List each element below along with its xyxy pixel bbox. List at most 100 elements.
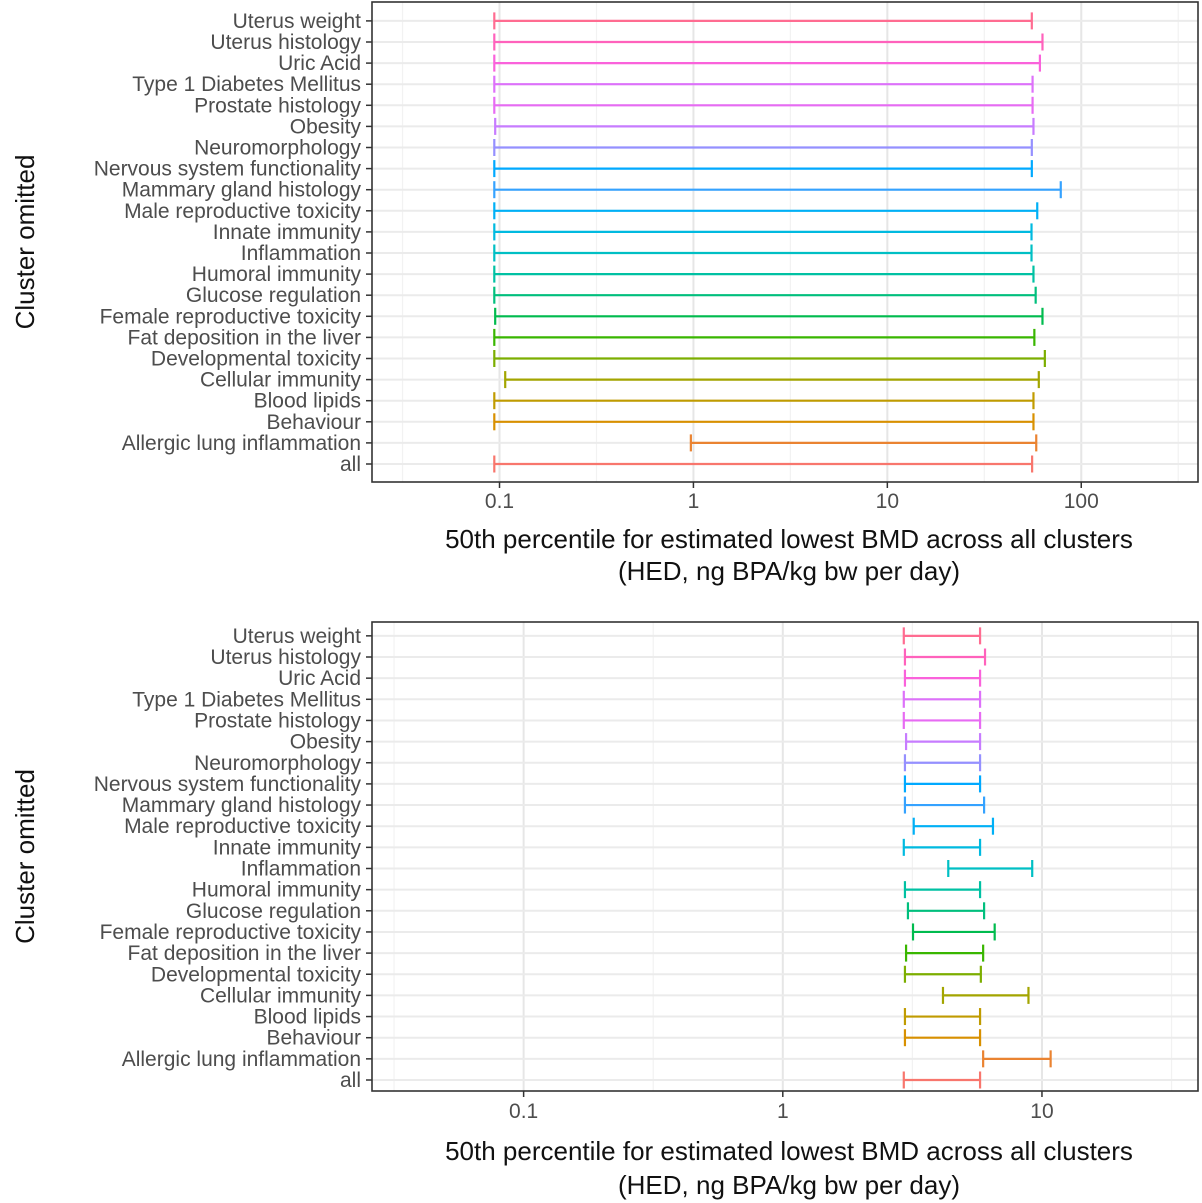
x-axis-title: 50th percentile for estimated lowest BMD… <box>445 524 1133 554</box>
category-label: Mammary gland histology <box>122 794 362 817</box>
x-tick-label: 1 <box>777 1100 789 1123</box>
category-label: Blood lipids <box>254 390 361 413</box>
x-tick-label: 1 <box>688 490 700 513</box>
errorbar <box>903 648 987 666</box>
category-label: Behaviour <box>266 411 361 434</box>
errorbar <box>904 733 982 751</box>
errorbar <box>902 627 982 645</box>
category-label: Type 1 Diabetes Mellitus <box>132 73 361 96</box>
category-label: Inflammation <box>241 858 361 881</box>
category-label: Obesity <box>290 731 362 754</box>
errorbar <box>493 244 1033 262</box>
panel-border <box>371 1 1199 483</box>
errorbar <box>902 1071 982 1089</box>
errorbar <box>903 1029 982 1047</box>
category-label: Obesity <box>290 115 362 138</box>
errorbar <box>493 455 1034 473</box>
category-label: Neuromorphology <box>194 752 361 775</box>
errorbar <box>903 754 982 772</box>
x-tick-label: 0.1 <box>509 1100 538 1123</box>
category-label: Innate immunity <box>213 221 362 244</box>
errorbar <box>902 711 982 729</box>
category-label: Fat deposition in the liver <box>128 326 361 349</box>
category-label: Inflammation <box>241 242 361 265</box>
errorbar <box>494 307 1044 325</box>
errorbar <box>982 1050 1052 1068</box>
errorbar <box>902 690 982 708</box>
category-label: Humoral immunity <box>192 879 362 902</box>
errorbar <box>911 923 996 941</box>
category-label: Prostate histology <box>194 94 361 117</box>
errorbar <box>493 286 1037 304</box>
category-label: Nervous system functionality <box>94 773 362 796</box>
errorbar <box>903 796 986 814</box>
category-label: Uterus weight <box>233 625 362 648</box>
x-tick-label: 10 <box>876 490 899 513</box>
errorbar <box>493 181 1062 199</box>
errorbar <box>903 669 982 687</box>
errorbar <box>912 817 995 835</box>
errorbar <box>504 371 1040 389</box>
category-label: Humoral immunity <box>192 263 362 286</box>
errorbar <box>947 860 1034 877</box>
errorbar <box>493 139 1033 156</box>
errorbar <box>494 117 1035 135</box>
category-label: Uric Acid <box>278 667 361 690</box>
category-label: Behaviour <box>266 1027 361 1050</box>
category-label: Cellular immunity <box>200 984 362 1007</box>
category-label: Male reproductive toxicity <box>124 200 361 223</box>
errorbar <box>493 265 1035 283</box>
category-label: Blood lipids <box>254 1006 361 1029</box>
x-tick-label: 10 <box>1030 1100 1053 1123</box>
category-label: Nervous system functionality <box>94 158 362 181</box>
errorbar <box>493 328 1036 346</box>
errorbar <box>903 965 982 983</box>
errorbar <box>904 944 985 962</box>
errorbar <box>493 223 1033 241</box>
category-label: Type 1 Diabetes Mellitus <box>132 688 361 711</box>
category-label: all <box>340 1069 361 1092</box>
errorbar <box>493 202 1039 220</box>
errorbar <box>941 986 1030 1004</box>
category-label: Male reproductive toxicity <box>124 815 361 838</box>
category-label: Female reproductive toxicity <box>100 921 362 944</box>
x-tick-label: 0.1 <box>485 490 514 513</box>
errorbar <box>689 434 1038 452</box>
category-label: Uterus histology <box>210 646 361 669</box>
category-label: Developmental toxicity <box>151 963 362 986</box>
errorbar <box>902 838 982 856</box>
category-label: Neuromorphology <box>194 137 361 160</box>
category-label: Glucose regulation <box>186 900 361 923</box>
errorbar <box>903 775 982 793</box>
plot-area <box>372 622 1198 1091</box>
category-label: Female reproductive toxicity <box>100 305 362 328</box>
x-tick-label: 100 <box>1064 490 1099 513</box>
errorbar <box>493 392 1035 410</box>
category-label: Prostate histology <box>194 709 361 732</box>
category-label: Cellular immunity <box>200 369 362 392</box>
category-label: Uterus histology <box>210 31 361 54</box>
plot-area <box>372 2 1198 482</box>
panel-border <box>371 621 1199 1092</box>
category-label: Uterus weight <box>233 10 362 33</box>
category-label: Allergic lung inflammation <box>122 432 361 455</box>
category-label: Innate immunity <box>213 836 362 859</box>
y-axis-title: Cluster omitted <box>10 155 40 330</box>
errorbar <box>493 54 1042 72</box>
y-axis-title: Cluster omitted <box>10 769 40 944</box>
x-axis-title: 50th percentile for estimated lowest BMD… <box>445 1136 1133 1166</box>
errorbar <box>906 902 986 920</box>
errorbar <box>493 96 1034 114</box>
category-label: Glucose regulation <box>186 284 361 307</box>
category-label: Allergic lung inflammation <box>122 1048 361 1071</box>
errorbar <box>493 33 1044 51</box>
errorbar <box>493 160 1033 178</box>
errorbar <box>903 1008 982 1026</box>
category-label: Developmental toxicity <box>151 348 362 371</box>
category-label: Mammary gland histology <box>122 179 362 202</box>
category-label: Uric Acid <box>278 52 361 75</box>
category-label: Fat deposition in the liver <box>128 942 361 965</box>
